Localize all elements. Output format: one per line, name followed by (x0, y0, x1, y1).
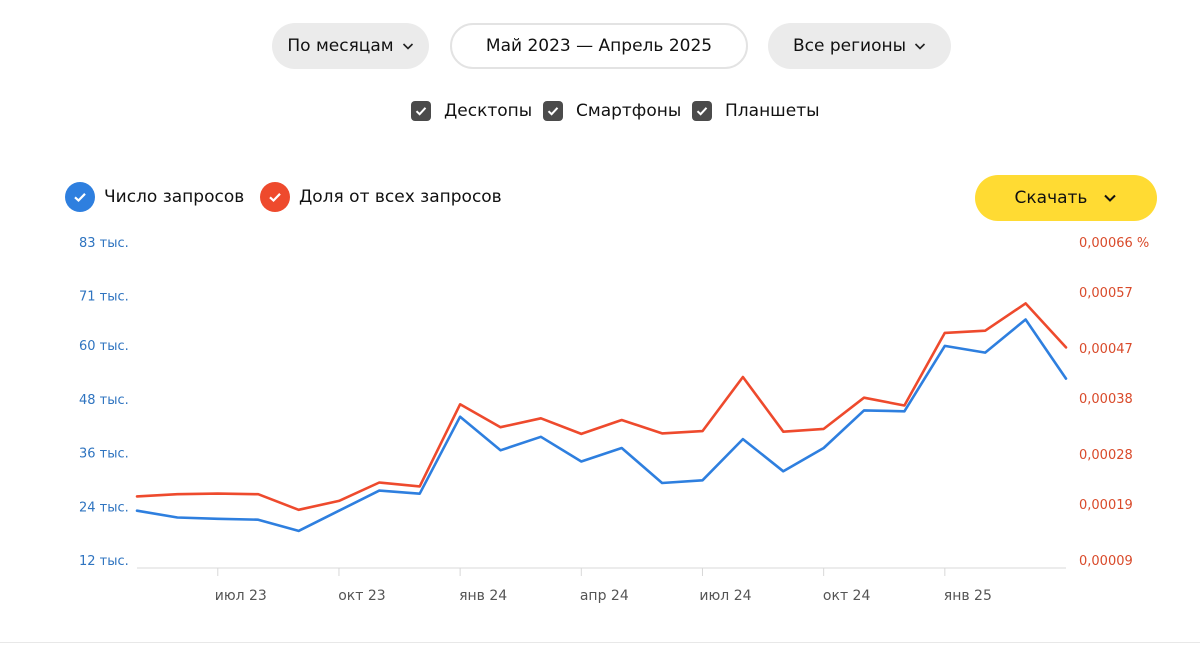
y-right-tick-label: 0,00028 (1079, 448, 1133, 463)
y-left-tick-label: 83 тыс. (79, 236, 129, 251)
checkbox-smartphones[interactable]: Смартфоны (543, 101, 681, 121)
x-tick-label: янв 25 (944, 588, 992, 604)
y-right-tick-label: 0,00057 (1079, 286, 1133, 301)
period-dropdown[interactable]: По месяцам (272, 23, 429, 69)
chevron-down-icon (1104, 194, 1117, 202)
divider (0, 642, 1200, 643)
y-right-tick-label: 0,00019 (1079, 498, 1133, 513)
x-tick-label: окт 24 (823, 588, 871, 604)
x-tick-label: янв 24 (459, 588, 507, 604)
legend-item-count[interactable]: Число запросов (65, 182, 244, 212)
checkbox-tablets[interactable]: Планшеты (692, 101, 820, 121)
y-right-tick-label: 0,00047 (1079, 342, 1133, 357)
legend-item-share[interactable]: Доля от всех запросов (260, 182, 502, 212)
x-tick-label: июл 24 (699, 588, 751, 604)
date-range-picker[interactable]: Май 2023 — Апрель 2025 (450, 23, 748, 69)
legend-label: Доля от всех запросов (299, 187, 502, 207)
y-right-tick-label: 0,00066 % (1079, 236, 1149, 251)
x-tick-label: июл 23 (215, 588, 267, 604)
period-dropdown-label: По месяцам (287, 36, 394, 56)
y-left-tick-label: 36 тыс. (79, 447, 129, 462)
check-circle-icon (65, 182, 95, 212)
device-filter: Десктопы Смартфоны Планшеты (0, 101, 1200, 125)
y-left-tick-label: 24 тыс. (79, 500, 129, 515)
legend-label: Число запросов (104, 187, 245, 207)
y-left-tick-label: 12 тыс. (79, 554, 129, 569)
checkbox-label: Планшеты (725, 101, 820, 121)
x-tick-label: апр 24 (580, 588, 629, 604)
y-left-tick-label: 48 тыс. (79, 393, 129, 408)
checkbox-checked-icon (411, 101, 431, 121)
region-dropdown-label: Все регионы (792, 36, 907, 56)
chevron-down-icon (914, 43, 926, 50)
chevron-down-icon (402, 43, 413, 50)
x-tick-label: окт 23 (338, 588, 385, 604)
region-dropdown[interactable]: Все регионы (768, 23, 951, 69)
checkbox-desktops[interactable]: Десктопы (411, 101, 532, 121)
date-range-label: Май 2023 — Апрель 2025 (485, 36, 713, 56)
download-button-label: Скачать (1014, 188, 1088, 208)
checkbox-checked-icon (692, 101, 712, 121)
download-button[interactable]: Скачать (975, 175, 1157, 221)
y-left-tick-label: 71 тыс. (79, 290, 129, 305)
series-line-share (135, 302, 1068, 512)
y-left-tick-label: 60 тыс. (79, 339, 129, 354)
y-right-tick-label: 0,00009 (1079, 554, 1133, 569)
checkbox-label: Смартфоны (576, 101, 682, 121)
y-right-tick-label: 0,00038 (1079, 392, 1133, 407)
checkbox-checked-icon (543, 101, 563, 121)
check-circle-icon (260, 182, 290, 212)
checkbox-label: Десктопы (444, 101, 533, 121)
series-line-count (135, 318, 1068, 533)
